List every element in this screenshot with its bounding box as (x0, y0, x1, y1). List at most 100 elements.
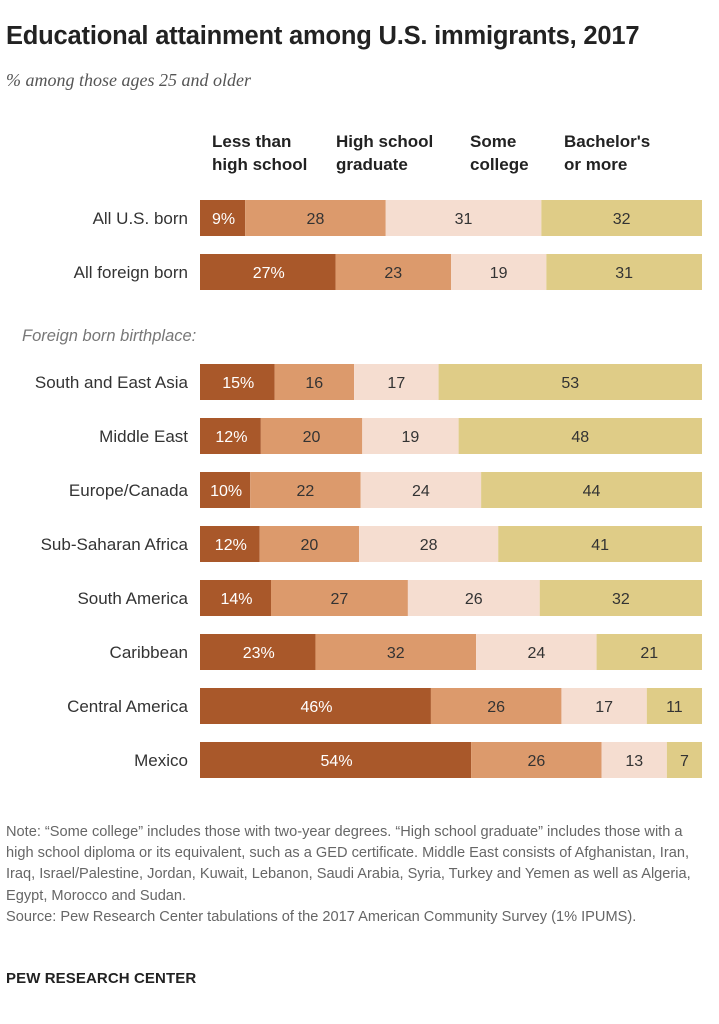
data-label-europe-canada-bachelor-s-or-more: 44 (583, 483, 601, 500)
data-label-caribbean-less-than-high-school: 23% (243, 645, 275, 662)
bar-sub-saharan-africa-some-college (359, 526, 499, 562)
legend-some-college-line-1: Some (470, 132, 516, 151)
data-label-mexico-less-than-high-school: 54% (321, 753, 353, 770)
data-label-south-america-some-college: 26 (465, 591, 483, 608)
bar-all-foreign-born-less-than-high-school (200, 254, 336, 290)
data-label-south-america-high-school-graduate: 27 (331, 591, 349, 608)
data-label-all-u-s-born-less-than-high-school: 9% (212, 211, 235, 228)
data-label-middle-east-some-college: 19 (402, 429, 420, 446)
bar-central-america-high-school-graduate (430, 688, 562, 724)
bar-all-foreign-born-bachelor-s-or-more (546, 254, 702, 290)
bar-sub-saharan-africa-high-school-graduate (259, 526, 360, 562)
bar-south-and-east-asia-less-than-high-school (200, 364, 275, 400)
note-text: Note: “Some college” includes those with… (6, 824, 691, 904)
bar-south-and-east-asia-bachelor-s-or-more (438, 364, 702, 400)
data-label-south-and-east-asia-some-college: 17 (387, 375, 405, 392)
data-label-middle-east-bachelor-s-or-more: 48 (571, 429, 589, 446)
chart-title: Educational attainment among U.S. immigr… (6, 22, 640, 50)
bar-south-america-less-than-high-school (200, 580, 271, 616)
data-label-south-and-east-asia-high-school-graduate: 16 (305, 375, 323, 392)
bar-central-america-less-than-high-school (200, 688, 431, 724)
data-label-all-u-s-born-bachelor-s-or-more: 32 (613, 211, 631, 228)
data-label-mexico-high-school-graduate: 26 (527, 753, 545, 770)
legend-bachelor-s-or-more-line-2: or more (564, 155, 627, 174)
legend-less-than-high-school-line-1: Less than (212, 132, 291, 151)
bar-south-and-east-asia-some-college (354, 364, 439, 400)
row-label-all-u-s-born: All U.S. born (93, 209, 188, 228)
data-label-all-foreign-born-high-school-graduate: 23 (384, 265, 402, 282)
bar-mexico-high-school-graduate (471, 742, 602, 778)
row-label-middle-east: Middle East (99, 427, 188, 446)
bar-europe-canada-some-college (360, 472, 482, 508)
data-label-all-foreign-born-some-college: 19 (490, 265, 508, 282)
group-label-foreign-born-birthplace: Foreign born birthplace: (22, 327, 196, 345)
bar-sub-saharan-africa-less-than-high-school (200, 526, 260, 562)
bar-mexico-less-than-high-school (200, 742, 472, 778)
data-label-caribbean-high-school-graduate: 32 (387, 645, 405, 662)
data-label-mexico-some-college: 13 (625, 753, 643, 770)
bar-central-america-some-college (561, 688, 647, 724)
data-label-central-america-some-college: 17 (595, 699, 613, 716)
row-label-mexico: Mexico (134, 751, 188, 770)
data-label-central-america-high-school-graduate: 26 (487, 699, 505, 716)
row-label-all-foreign-born: All foreign born (74, 263, 188, 282)
bar-south-america-some-college (407, 580, 540, 616)
row-label-sub-saharan-africa: Sub-Saharan Africa (41, 535, 189, 554)
bar-south-america-bachelor-s-or-more (539, 580, 702, 616)
data-label-sub-saharan-africa-high-school-graduate: 20 (300, 537, 318, 554)
brand-logo-text: PEW RESEARCH CENTER (6, 970, 197, 987)
data-label-south-america-bachelor-s-or-more: 32 (612, 591, 630, 608)
bar-caribbean-bachelor-s-or-more (596, 634, 702, 670)
bar-middle-east-less-than-high-school (200, 418, 261, 454)
legend-less-than-high-school-line-2: high school (212, 155, 307, 174)
legend-high-school-graduate-line-2: graduate (336, 155, 408, 174)
data-label-caribbean-some-college: 24 (527, 645, 545, 662)
data-label-central-america-less-than-high-school: 46% (300, 699, 332, 716)
data-label-middle-east-less-than-high-school: 12% (215, 429, 247, 446)
bar-south-america-high-school-graduate (270, 580, 408, 616)
stacked-bar-chart: Less than high school High school graduate S… (22, 132, 702, 778)
legend-bachelor-s-or-more-line-1: Bachelor's (564, 132, 650, 151)
bar-all-foreign-born-high-school-graduate (335, 254, 451, 290)
data-label-all-foreign-born-less-than-high-school: 27% (253, 265, 285, 282)
data-label-europe-canada-high-school-graduate: 22 (297, 483, 315, 500)
legend-some-college-line-2: college (470, 155, 529, 174)
bar-middle-east-high-school-graduate (260, 418, 363, 454)
row-label-south-america: South America (77, 589, 188, 608)
bar-europe-canada-less-than-high-school (200, 472, 251, 508)
data-label-all-u-s-born-high-school-graduate: 28 (307, 211, 325, 228)
data-label-all-foreign-born-bachelor-s-or-more: 31 (615, 265, 633, 282)
bar-all-foreign-born-some-college (451, 254, 547, 290)
legend-high-school-graduate-line-1: High school (336, 132, 433, 151)
bar-central-america-bachelor-s-or-more (646, 688, 702, 724)
bar-europe-canada-high-school-graduate (250, 472, 361, 508)
bar-all-u-s-born-bachelor-s-or-more (541, 200, 702, 236)
row-label-caribbean: Caribbean (110, 643, 188, 662)
bar-all-u-s-born-some-college (385, 200, 542, 236)
bar-all-u-s-born-high-school-graduate (245, 200, 386, 236)
source-text: Source: Pew Research Center tabulations … (6, 908, 637, 925)
bar-europe-canada-bachelor-s-or-more (481, 472, 702, 508)
bar-middle-east-some-college (362, 418, 459, 454)
bar-south-and-east-asia-high-school-graduate (274, 364, 355, 400)
data-label-all-u-s-born-some-college: 31 (455, 211, 473, 228)
bar-sub-saharan-africa-bachelor-s-or-more (498, 526, 702, 562)
bar-mexico-bachelor-s-or-more (666, 742, 702, 778)
chart-notes: Note: “Some college” includes those with… (6, 822, 711, 928)
data-label-europe-canada-some-college: 24 (412, 483, 430, 500)
bar-caribbean-less-than-high-school (200, 634, 316, 670)
data-label-middle-east-high-school-graduate: 20 (303, 429, 321, 446)
bar-mexico-some-college (601, 742, 667, 778)
bar-middle-east-bachelor-s-or-more (458, 418, 702, 454)
row-label-central-america: Central America (67, 697, 188, 716)
data-label-south-america-less-than-high-school: 14% (220, 591, 252, 608)
data-label-mexico-bachelor-s-or-more: 7 (680, 753, 689, 770)
data-label-caribbean-bachelor-s-or-more: 21 (640, 645, 658, 662)
chart-subtitle: % among those ages 25 and older (6, 70, 251, 90)
data-label-south-and-east-asia-less-than-high-school: 15% (222, 375, 254, 392)
data-label-europe-canada-less-than-high-school: 10% (210, 483, 242, 500)
data-label-sub-saharan-africa-bachelor-s-or-more: 41 (591, 537, 609, 554)
bar-caribbean-some-college (476, 634, 597, 670)
data-label-south-and-east-asia-bachelor-s-or-more: 53 (561, 375, 579, 392)
bar-caribbean-high-school-graduate (315, 634, 477, 670)
